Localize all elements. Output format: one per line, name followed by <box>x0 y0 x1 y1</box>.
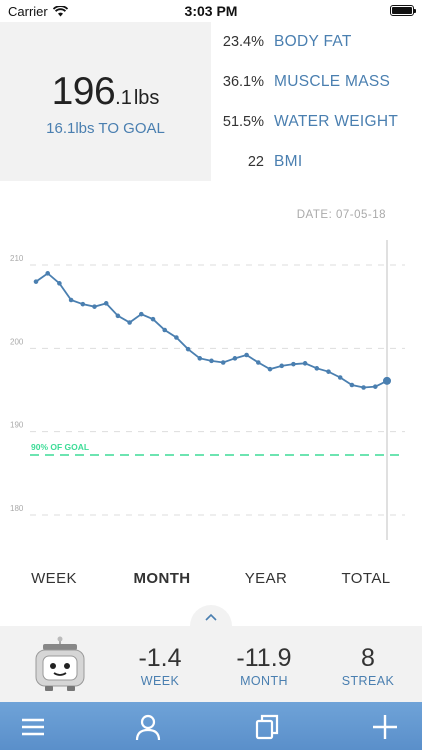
data-point[interactable] <box>68 297 74 303</box>
weight-decimal: .1 <box>115 87 132 109</box>
current-weight: 196.1 lbs <box>0 70 211 114</box>
battery-icon <box>390 5 416 16</box>
status-time: 3:03 PM <box>184 3 238 19</box>
status-right <box>390 5 416 16</box>
data-point[interactable] <box>302 361 308 366</box>
data-point[interactable] <box>162 327 167 333</box>
range-tabs: WEEK MONTH YEAR TOTAL <box>0 570 422 594</box>
to-goal-label: 16.1lbs TO GOAL <box>46 120 165 137</box>
data-point[interactable] <box>33 279 39 284</box>
copy-icon[interactable] <box>252 712 282 742</box>
data-point[interactable] <box>45 271 50 276</box>
data-point[interactable] <box>103 301 109 306</box>
stat-label: STREAK <box>341 674 395 688</box>
metric-label: MUSCLE MASS <box>274 73 391 90</box>
wifi-icon <box>52 6 68 17</box>
weight-chart[interactable]: 180 190 200 210 90% OF GOAL <box>0 240 422 540</box>
metric-label: WATER WEIGHT <box>274 113 399 130</box>
weight-summary: 196.1 lbs 16.1lbs TO GOAL <box>0 22 211 181</box>
data-point[interactable] <box>92 304 97 309</box>
stat-week: -1.4 WEEK <box>115 644 205 688</box>
tab-year[interactable]: YEAR <box>244 570 288 587</box>
metric-label: BODY FAT <box>274 33 352 50</box>
stat-value: -11.9 <box>236 644 292 672</box>
y-tick-label: 200 <box>10 337 24 346</box>
weight-integer: 196 <box>51 70 116 113</box>
tab-week[interactable]: WEEK <box>31 570 77 587</box>
data-point[interactable] <box>337 375 343 380</box>
metric-muscle-mass[interactable]: 36.1% MUSCLE MASS <box>211 62 422 102</box>
data-point[interactable] <box>255 360 261 365</box>
body-metrics: 23.4% BODY FAT 36.1% MUSCLE MASS 51.5% W… <box>211 22 422 182</box>
menu-icon[interactable] <box>18 712 48 742</box>
metric-value: 51.5% <box>222 114 264 130</box>
metric-value: 36.1% <box>222 74 264 90</box>
data-point[interactable] <box>314 366 320 371</box>
data-point[interactable] <box>209 358 214 364</box>
y-tick-label: 180 <box>10 504 24 513</box>
data-point[interactable] <box>57 281 62 286</box>
stat-label: WEEK <box>140 674 180 688</box>
data-point[interactable] <box>361 385 366 390</box>
y-tick-label: 190 <box>10 421 24 430</box>
tab-bar <box>0 702 422 750</box>
goal-line-group: 90% OF GOAL <box>30 442 405 456</box>
stat-streak: 8 STREAK <box>323 644 413 688</box>
chart-date-label: DATE: 07-05-18 <box>296 209 386 221</box>
carrier-label: Carrier <box>8 4 48 19</box>
stat-month: -11.9 MONTH <box>219 644 309 688</box>
current-point[interactable] <box>383 376 391 385</box>
tab-total[interactable]: TOTAL <box>341 570 391 587</box>
data-point[interactable] <box>80 301 86 307</box>
chart-cursor[interactable] <box>383 240 391 540</box>
metric-label: BMI <box>274 153 303 170</box>
data-point[interactable] <box>232 356 238 361</box>
add-icon[interactable] <box>370 712 400 742</box>
chevron-up-icon <box>190 612 232 624</box>
metric-value: 22 <box>247 154 264 170</box>
data-point[interactable] <box>220 360 226 365</box>
data-point[interactable] <box>115 313 121 319</box>
data-point[interactable] <box>279 363 285 369</box>
stat-value: -1.4 <box>138 644 182 672</box>
metric-body-fat[interactable]: 23.4% BODY FAT <box>211 22 422 62</box>
series-line <box>35 272 388 389</box>
data-point[interactable] <box>185 346 191 352</box>
metric-value: 23.4% <box>222 34 264 50</box>
chart-grid: 180 190 200 210 <box>10 254 405 516</box>
data-point[interactable] <box>174 335 179 340</box>
data-point[interactable] <box>150 316 156 322</box>
metric-bmi[interactable]: 22 BMI <box>211 142 422 182</box>
metric-water-weight[interactable]: 51.5% WATER WEIGHT <box>211 102 422 142</box>
weight-unit: lbs <box>133 87 160 109</box>
data-point[interactable] <box>127 320 132 325</box>
data-point[interactable] <box>197 356 203 361</box>
data-point[interactable] <box>139 311 144 317</box>
series-group <box>33 271 388 390</box>
stat-label: MONTH <box>240 674 288 688</box>
data-point[interactable] <box>326 369 331 374</box>
stats-bar: -1.4 WEEK -11.9 MONTH 8 STREAK <box>0 626 422 702</box>
stat-value: 8 <box>361 644 375 672</box>
data-point[interactable] <box>244 352 249 358</box>
profile-icon[interactable] <box>133 712 163 742</box>
status-bar: Carrier 3:03 PM <box>0 0 422 22</box>
robot-mascot-icon[interactable] <box>33 636 87 692</box>
status-left: Carrier <box>8 4 68 19</box>
data-point[interactable] <box>373 384 378 389</box>
data-point[interactable] <box>267 366 273 372</box>
y-tick-label: 210 <box>10 254 24 263</box>
data-point[interactable] <box>349 382 355 388</box>
data-point[interactable] <box>291 361 296 367</box>
tab-month[interactable]: MONTH <box>133 570 191 587</box>
goal-line-label: 90% OF GOAL <box>31 442 89 452</box>
